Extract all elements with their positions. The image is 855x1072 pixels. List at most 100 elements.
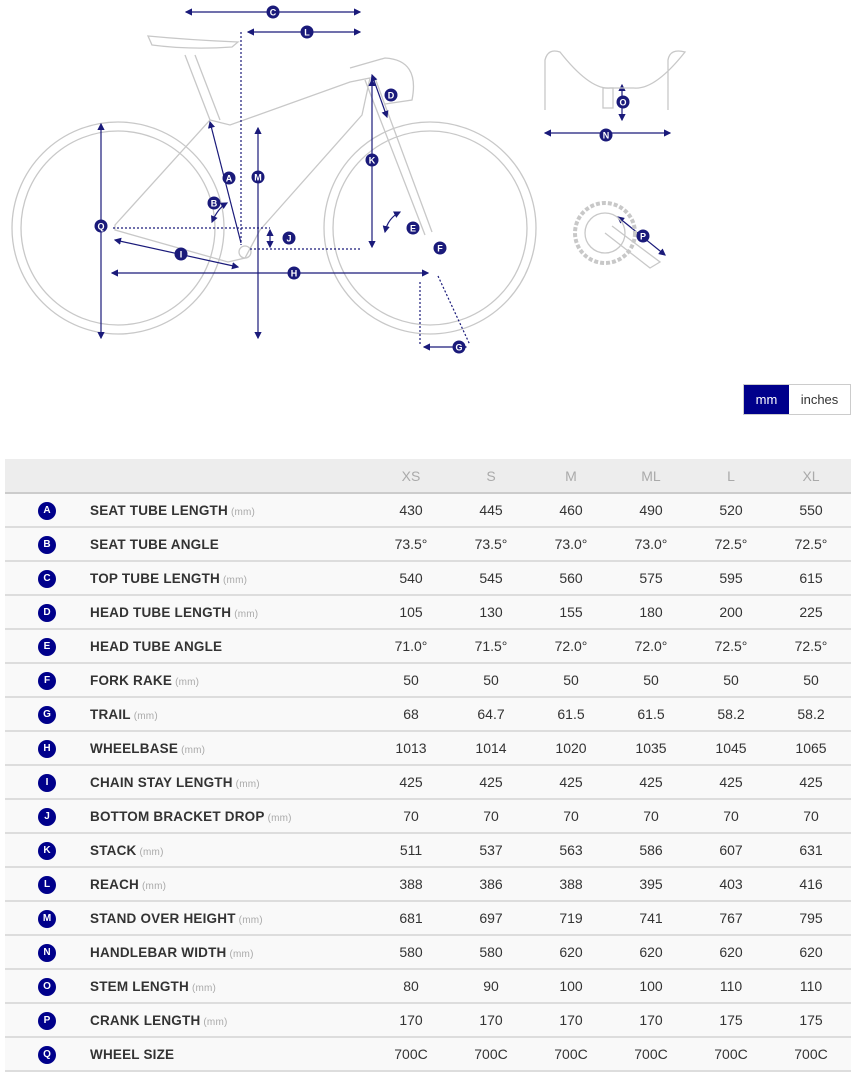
value-cell: 741 — [611, 901, 691, 936]
value-cell: 68 — [371, 697, 451, 732]
letter-badge: K — [38, 842, 56, 860]
measurement-name: WHEELBASE — [90, 740, 179, 756]
value-cell: 425 — [531, 765, 611, 800]
value-cell: 64.7 — [451, 697, 531, 732]
value-cell: 50 — [611, 663, 691, 698]
value-cell: 170 — [611, 1003, 691, 1038]
diagram-label-text: G — [455, 343, 462, 353]
row-name-cell: WHEELBASE (mm) — [89, 731, 371, 766]
row-letter-cell: O — [5, 969, 89, 1004]
value-cell: 73.0° — [611, 527, 691, 562]
diagram-label-text: K — [369, 156, 376, 166]
value-cell: 620 — [531, 935, 611, 970]
value-cell: 620 — [691, 935, 771, 970]
value-cell: 170 — [451, 1003, 531, 1038]
value-cell: 620 — [611, 935, 691, 970]
value-cell: 175 — [691, 1003, 771, 1038]
value-cell: 50 — [691, 663, 771, 698]
measurement-name: HEAD TUBE LENGTH — [90, 604, 232, 620]
diagram-label-text: H — [291, 269, 298, 279]
diagram-label-i — [174, 247, 188, 261]
value-cell: 700C — [691, 1037, 771, 1072]
letter-badge: J — [38, 808, 56, 826]
measurement-unit: (mm) — [133, 710, 158, 722]
unit-toggle[interactable]: mm inches — [743, 384, 851, 415]
row-letter-cell: I — [5, 765, 89, 800]
value-cell: 540 — [371, 561, 451, 596]
diagram-label-k — [365, 153, 379, 167]
value-cell: 100 — [531, 969, 611, 1004]
measurement-name: BOTTOM BRACKET DROP — [90, 808, 265, 824]
value-cell: 520 — [691, 493, 771, 528]
value-cell: 110 — [771, 969, 851, 1004]
value-cell: 61.5 — [531, 697, 611, 732]
diagram-label-f — [433, 241, 447, 255]
value-cell: 425 — [611, 765, 691, 800]
value-cell: 73.5° — [451, 527, 531, 562]
value-cell: 72.5° — [771, 527, 851, 562]
diagram-label-text: M — [254, 173, 262, 183]
measurement-name: STACK — [90, 842, 137, 858]
value-cell: 430 — [371, 493, 451, 528]
table-row: H WHEELBASE (mm) 1013 1014 1020 1035 1045 1065 — [5, 731, 851, 766]
table-row: I CHAIN STAY LENGTH (mm) 425 425 425 425 425 425 — [5, 765, 851, 800]
unit-inches-button[interactable]: inches — [789, 385, 850, 414]
table-row: J BOTTOM BRACKET DROP (mm) 70 70 70 70 70 70 — [5, 799, 851, 834]
value-cell: 130 — [451, 595, 531, 630]
value-cell: 575 — [611, 561, 691, 596]
value-cell: 425 — [691, 765, 771, 800]
row-letter-cell: J — [5, 799, 89, 834]
value-cell: 72.0° — [531, 629, 611, 664]
diagram-label-p — [636, 229, 650, 243]
crankset-outline — [573, 201, 662, 269]
diagram-label-e — [406, 221, 420, 235]
row-name-cell: SEAT TUBE ANGLE — [89, 527, 371, 562]
value-cell: 70 — [451, 799, 531, 834]
row-name-cell: BOTTOM BRACKET DROP (mm) — [89, 799, 371, 834]
table-row: E HEAD TUBE ANGLE 71.0° 71.5° 72.0° 72.0° 72.5… — [5, 629, 851, 664]
row-name-cell: STAND OVER HEIGHT (mm) — [89, 901, 371, 936]
value-cell: 700C — [371, 1037, 451, 1072]
value-cell: 1065 — [771, 731, 851, 766]
table-row: C TOP TUBE LENGTH (mm) 540 545 560 575 595 615 — [5, 561, 851, 596]
value-cell: 580 — [371, 935, 451, 970]
row-letter-cell: M — [5, 901, 89, 936]
value-cell: 563 — [531, 833, 611, 868]
value-cell: 388 — [371, 867, 451, 902]
letter-badge: G — [38, 706, 56, 724]
value-cell: 110 — [691, 969, 771, 1004]
value-cell: 700C — [771, 1037, 851, 1072]
value-cell: 607 — [691, 833, 771, 868]
diagram-label-text: B — [211, 199, 218, 209]
table-row: Q WHEEL SIZE 700C 700C 700C 700C 700C 700C — [5, 1037, 851, 1072]
diagram-label-text: I — [180, 250, 183, 260]
letter-badge: A — [38, 502, 56, 520]
table-row: B SEAT TUBE ANGLE 73.5° 73.5° 73.0° 73.0° 72.5… — [5, 527, 851, 562]
measurement-name: SEAT TUBE ANGLE — [90, 536, 220, 552]
value-cell: 545 — [451, 561, 531, 596]
value-cell: 70 — [691, 799, 771, 834]
diagram-label-q — [94, 219, 108, 233]
diagram-label-g — [452, 340, 466, 354]
row-letter-cell: E — [5, 629, 89, 664]
letter-badge: D — [38, 604, 56, 622]
measurement-unit: (mm) — [175, 676, 200, 688]
row-letter-cell: B — [5, 527, 89, 562]
diagram-labels: A B C D E F G H I J K L M N O P Q — [94, 5, 650, 354]
value-cell: 511 — [371, 833, 451, 868]
value-cell: 73.0° — [531, 527, 611, 562]
table-row: G TRAIL (mm) 68 64.7 61.5 61.5 58.2 58.2 — [5, 697, 851, 732]
value-cell: 615 — [771, 561, 851, 596]
measurement-name: STEM LENGTH — [90, 978, 189, 994]
diagram-label-m — [251, 170, 265, 184]
letter-badge: O — [38, 978, 56, 996]
value-cell: 631 — [771, 833, 851, 868]
diagram-label-b — [207, 196, 221, 210]
value-cell: 425 — [771, 765, 851, 800]
measurement-name: HEAD TUBE ANGLE — [90, 638, 223, 654]
value-cell: 537 — [451, 833, 531, 868]
diagram-label-text: O — [619, 98, 626, 108]
table-row: K STACK (mm) 511 537 563 586 607 631 — [5, 833, 851, 868]
measurement-unit: (mm) — [181, 744, 206, 756]
unit-mm-button[interactable]: mm — [744, 385, 789, 414]
